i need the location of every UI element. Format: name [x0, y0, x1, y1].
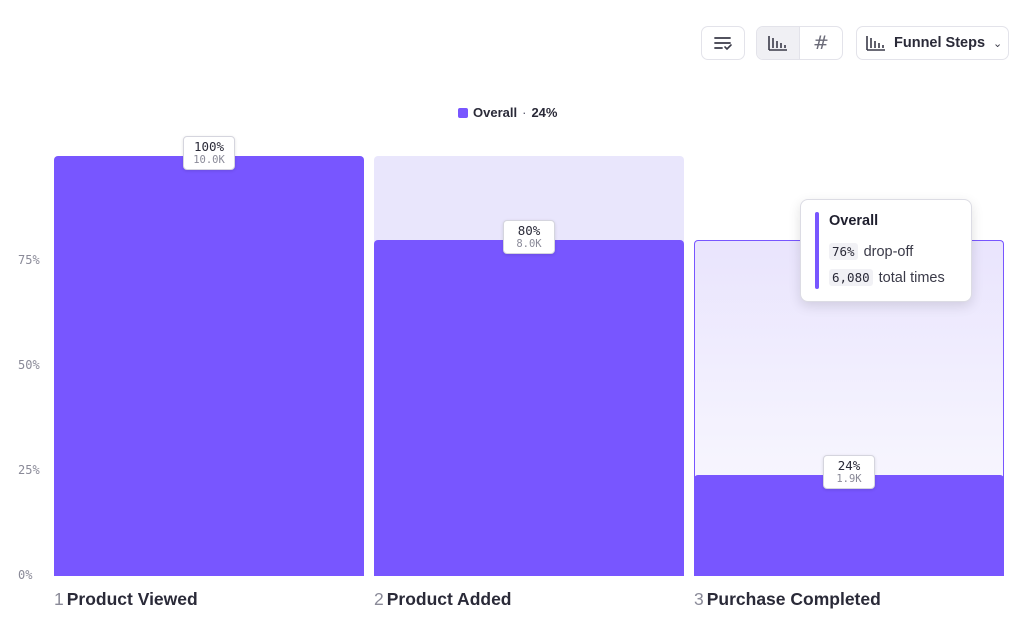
- y-tick-label: 50%: [18, 358, 40, 372]
- y-tick-label: 75%: [18, 253, 40, 267]
- hash-icon: #: [813, 32, 829, 54]
- bar-3[interactable]: [694, 475, 1004, 576]
- dropoff-tooltip: Overall 76% drop-off 6,080 total times: [800, 199, 972, 302]
- step-number: 3: [694, 589, 704, 609]
- legend-value: 24%: [531, 105, 558, 120]
- view-toggle: #: [756, 26, 843, 60]
- chart-legend[interactable]: Overall · 24%: [458, 105, 557, 120]
- step-label: 2 Product Added: [374, 589, 512, 610]
- funnel-steps-label: Funnel Steps: [894, 35, 986, 51]
- tooltip-dropoff-row: 76% drop-off: [829, 243, 913, 260]
- funnel-steps-dropdown[interactable]: Funnel Steps ⌄: [856, 26, 1009, 60]
- tooltip-total-label: total times: [878, 269, 945, 286]
- step-name: Product Added: [386, 589, 512, 609]
- bar-value-label: 80% 8.0K: [503, 220, 555, 254]
- tooltip-dropoff-label: drop-off: [863, 243, 914, 260]
- bar-value-label: 100% 10.0K: [183, 136, 235, 170]
- y-tick-label: 0%: [18, 568, 33, 582]
- step-label: 3 Purchase Completed: [694, 589, 881, 610]
- step-name: Purchase Completed: [706, 589, 881, 609]
- step-number: 1: [54, 589, 64, 609]
- legend-series-name: Overall: [473, 105, 518, 120]
- chevron-down-icon: ⌄: [993, 37, 1003, 50]
- metric-view-button[interactable]: #: [800, 27, 842, 59]
- tooltip-title: Overall: [829, 213, 879, 229]
- bar-pct-label: 80%: [517, 223, 541, 238]
- bar-count-label: 8.0K: [516, 238, 542, 250]
- sort-list-icon: [714, 37, 732, 51]
- sort-button[interactable]: [701, 26, 745, 60]
- bar-2[interactable]: [374, 240, 684, 576]
- tooltip-total-row: 6,080 total times: [829, 269, 945, 286]
- bar-chart-icon: [866, 36, 885, 51]
- step-label: 1 Product Viewed: [54, 589, 198, 610]
- legend-separator: ·: [522, 105, 527, 120]
- bar-pct-label: 100%: [193, 139, 225, 154]
- step-name: Product Viewed: [66, 589, 198, 609]
- tooltip-accent-bar: [815, 212, 819, 289]
- bar-count-label: 1.9K: [836, 473, 862, 486]
- bar-value-label: 24% 1.9K: [823, 455, 875, 490]
- bar-pct-label: 24%: [837, 458, 861, 474]
- bar-chart-icon: [768, 36, 787, 51]
- bar-count-label: 10.0K: [193, 154, 225, 166]
- legend-swatch: [458, 107, 468, 118]
- y-tick-label: 25%: [18, 463, 40, 477]
- bar-view-button[interactable]: [757, 27, 800, 59]
- tooltip-dropoff-value: 76%: [829, 243, 858, 260]
- bar-1[interactable]: [54, 156, 364, 576]
- tooltip-total-value: 6,080: [829, 269, 873, 286]
- step-number: 2: [374, 589, 384, 609]
